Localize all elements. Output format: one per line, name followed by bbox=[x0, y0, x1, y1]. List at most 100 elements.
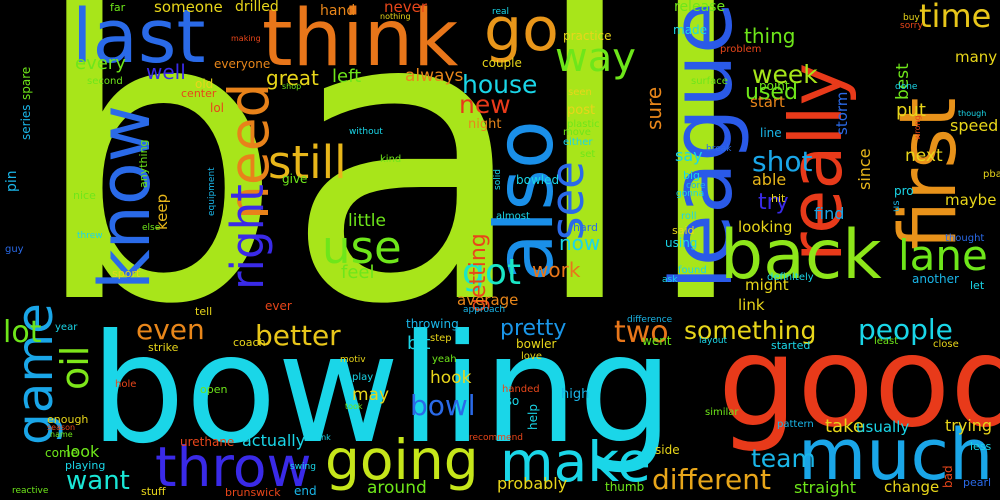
word-last: last bbox=[72, 0, 206, 80]
word-come: come bbox=[45, 446, 79, 460]
word-next: next bbox=[905, 146, 943, 166]
word-without: without bbox=[349, 127, 383, 137]
word-second: second bbox=[87, 76, 123, 87]
word-thing: thing bbox=[744, 24, 796, 48]
word-storm: storm bbox=[833, 91, 851, 135]
word-great: great bbox=[266, 66, 319, 90]
word-play: play bbox=[352, 372, 374, 383]
word-look: look bbox=[66, 442, 100, 461]
word-lol: lol bbox=[210, 101, 225, 115]
word-core: core bbox=[686, 181, 706, 191]
word-point: point bbox=[759, 79, 790, 93]
word-using: using bbox=[665, 236, 698, 250]
word-though: though bbox=[958, 109, 987, 118]
word-hard: hard bbox=[573, 221, 599, 234]
word-spare: spare bbox=[19, 66, 33, 100]
word-enough: enough bbox=[47, 413, 89, 426]
word-less: less bbox=[970, 440, 992, 453]
word-yeah: yeah bbox=[432, 354, 457, 365]
word-approach: approach bbox=[463, 305, 506, 315]
word-change: change bbox=[884, 478, 940, 496]
word-back: back bbox=[720, 216, 882, 295]
word-buy: buy bbox=[903, 13, 920, 23]
word-people: people bbox=[858, 313, 953, 346]
word-good: good bbox=[718, 310, 1000, 455]
word-got: got bbox=[462, 252, 521, 293]
word-hit: hit bbox=[771, 192, 786, 205]
word-maybe: maybe bbox=[945, 191, 997, 209]
word-started: started bbox=[771, 339, 811, 352]
word-stuff: stuff bbox=[141, 485, 166, 498]
word-guy: guy bbox=[5, 244, 24, 255]
word-take: take bbox=[825, 416, 864, 437]
word-practice: practice bbox=[563, 29, 612, 43]
word-hook: hook bbox=[430, 368, 472, 388]
word-tell: tell bbox=[195, 305, 213, 318]
word-well: well bbox=[146, 60, 186, 84]
word-give: give bbox=[282, 172, 308, 186]
word-throw: throw bbox=[155, 435, 312, 499]
word-hand: hand bbox=[320, 3, 356, 19]
word-used: used bbox=[745, 80, 798, 105]
word-close: close bbox=[933, 339, 959, 350]
word-else: else bbox=[142, 223, 161, 233]
word-solid: solid bbox=[493, 169, 503, 190]
word-difference: difference bbox=[627, 315, 673, 325]
word-break: break bbox=[706, 144, 732, 154]
word-around: around bbox=[367, 478, 427, 498]
word-wrong: wrong bbox=[913, 115, 922, 140]
word-step: step bbox=[430, 333, 452, 344]
word-even: even bbox=[136, 313, 205, 346]
word-making: making bbox=[231, 34, 261, 43]
word-seen: seen bbox=[568, 87, 592, 98]
word-kind: kind bbox=[380, 154, 402, 165]
word-little: little bbox=[348, 211, 386, 231]
word-another: another bbox=[912, 272, 959, 286]
word-went: went bbox=[642, 334, 672, 348]
word-pro: pro bbox=[894, 184, 914, 198]
word-pearl: pearl bbox=[963, 476, 992, 489]
word-better: better bbox=[255, 319, 341, 352]
word-series: series bbox=[19, 104, 33, 140]
word-looking: looking bbox=[738, 218, 793, 236]
word-thank: thank bbox=[308, 433, 331, 442]
word-much: much bbox=[798, 414, 994, 496]
word-strike: strike bbox=[148, 341, 179, 354]
word-find: find bbox=[814, 204, 845, 223]
word-bit: bit bbox=[407, 333, 431, 354]
word-say: say bbox=[675, 146, 703, 165]
word-actually: actually bbox=[242, 431, 306, 450]
word-going: going bbox=[325, 428, 479, 492]
word-pattern: pattern bbox=[777, 419, 814, 430]
word-ever: ever bbox=[265, 299, 292, 313]
word-never: never bbox=[384, 0, 428, 16]
word-lane: lane bbox=[898, 231, 988, 280]
word-urethane: urethane bbox=[180, 435, 235, 449]
word-drilled: drilled bbox=[235, 0, 279, 15]
word-far: far bbox=[110, 1, 126, 14]
word-ask: ask bbox=[662, 275, 678, 285]
word-new: new bbox=[459, 90, 511, 119]
word-line: line bbox=[760, 126, 782, 140]
word-always: always bbox=[405, 66, 464, 86]
word-still: still bbox=[268, 136, 347, 189]
word-since: since bbox=[855, 148, 874, 190]
word-put: put bbox=[896, 100, 926, 121]
word-lot: lot bbox=[3, 315, 42, 350]
word-roll: roll bbox=[681, 211, 697, 222]
word-plastic: plastic bbox=[567, 119, 600, 130]
word-playing: playing bbox=[65, 459, 106, 472]
word-surface: surface bbox=[691, 76, 728, 87]
word-equipment: equipment bbox=[207, 167, 217, 216]
word-probably: probably bbox=[497, 474, 568, 493]
word-love: love bbox=[521, 351, 542, 362]
word-us: us bbox=[891, 200, 902, 212]
word-move: move bbox=[563, 127, 591, 138]
word-made: made bbox=[673, 23, 708, 37]
word-now: now bbox=[559, 231, 601, 255]
word-nice: nice bbox=[73, 189, 96, 202]
word-start: start bbox=[750, 93, 785, 111]
word-bowler: bowler bbox=[516, 337, 557, 351]
word-able: able bbox=[752, 170, 787, 189]
